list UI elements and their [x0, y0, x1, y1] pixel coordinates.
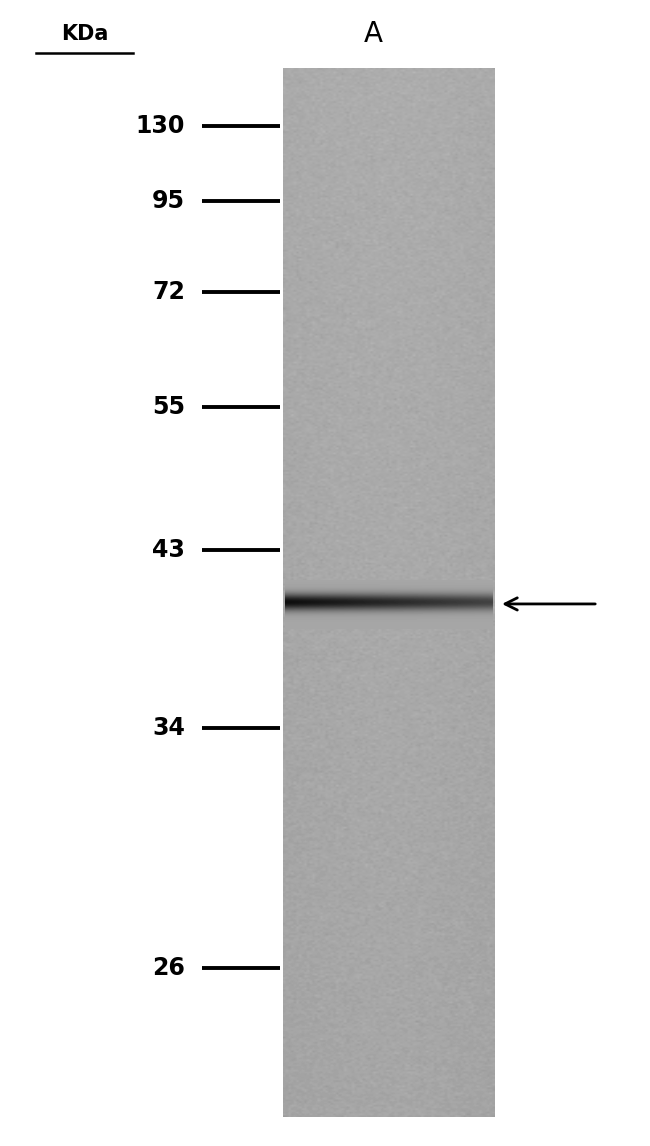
Text: 95: 95	[152, 189, 185, 212]
Text: A: A	[364, 21, 384, 48]
Text: 72: 72	[152, 281, 185, 304]
Text: 26: 26	[152, 957, 185, 980]
Text: 43: 43	[152, 539, 185, 562]
Text: 34: 34	[152, 716, 185, 739]
Text: 130: 130	[136, 115, 185, 138]
Text: KDa: KDa	[61, 24, 108, 45]
Text: 55: 55	[152, 395, 185, 418]
